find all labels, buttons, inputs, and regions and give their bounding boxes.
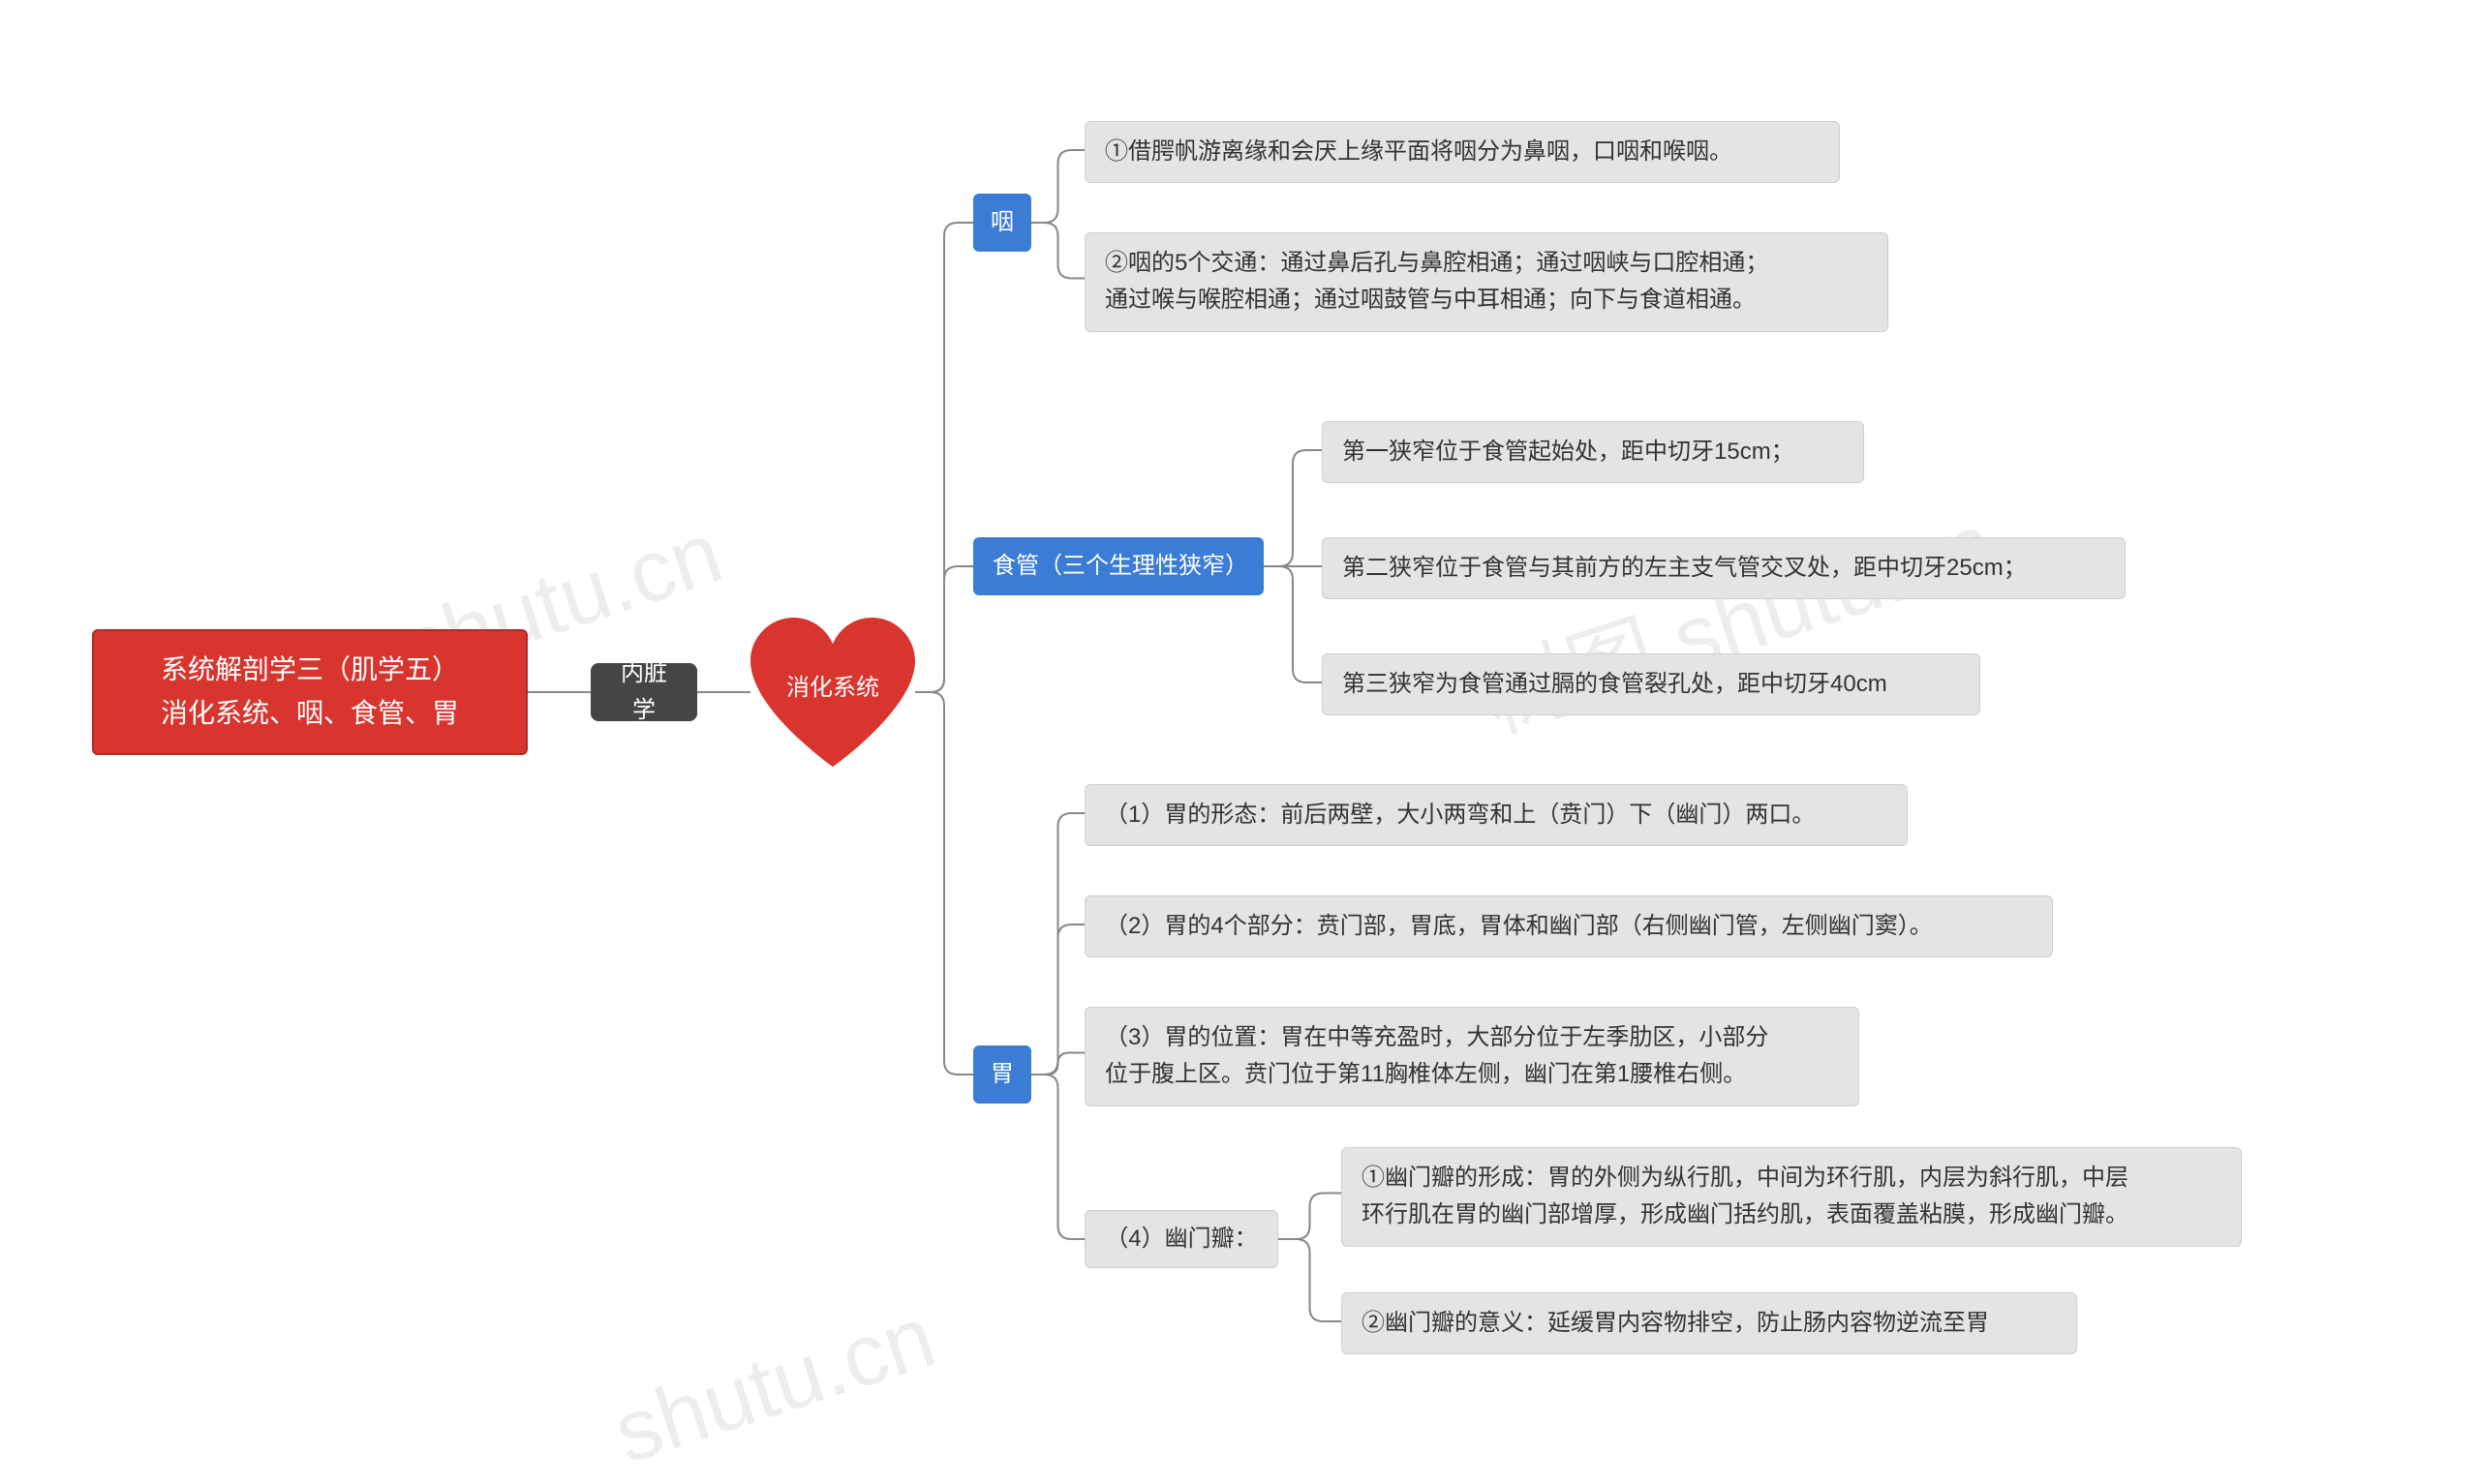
- branch-neizhangxue: 内脏学: [591, 663, 697, 721]
- branch-yan: 咽: [973, 194, 1031, 252]
- leaf-text: 第二狭窄位于食管与其前方的左主支气管交叉处，距中切牙25cm；: [1342, 550, 2027, 587]
- leaf-shiguan-2: 第二狭窄位于食管与其前方的左主支气管交叉处，距中切牙25cm；: [1322, 537, 2126, 599]
- leaf-text: ②咽的5个交通：通过鼻后孔与鼻腔相通；通过咽峡与口腔相通； 通过喉与喉腔相通；通…: [1105, 245, 1768, 319]
- watermark: shutu.cn: [602, 1287, 946, 1484]
- branch-label: 食管（三个生理性狭窄）: [993, 548, 1244, 585]
- leaf-wei-4-1: ①幽门瓣的形成：胃的外侧为纵行肌，中间为环行肌，内层为斜行肌，中层 环行肌在胃的…: [1341, 1147, 2242, 1247]
- leaf-wei-4-2: ②幽门瓣的意义：延缓胃内容物排空，防止肠内容物逆流至胃: [1341, 1292, 2077, 1354]
- leaf-yan-1: ①借腭帆游离缘和会厌上缘平面将咽分为鼻咽，口咽和喉咽。: [1085, 121, 1840, 183]
- leaf-wei-1: （1）胃的形态：前后两壁，大小两弯和上（贲门）下（幽门）两口。: [1085, 784, 1908, 846]
- root-label: 系统解剖学三（肌学五） 消化系统、咽、食管、胃: [161, 649, 459, 736]
- leaf-shiguan-1: 第一狭窄位于食管起始处，距中切牙15cm；: [1322, 421, 1864, 483]
- leaf-wei-4: （4）幽门瓣：: [1085, 1210, 1278, 1268]
- leaf-text: ①借腭帆游离缘和会厌上缘平面将咽分为鼻咽，口咽和喉咽。: [1105, 134, 1732, 170]
- leaf-text: （2）胃的4个部分：贲门部，胃底，胃体和幽门部（右侧幽门管，左侧幽门窦）。: [1105, 908, 1933, 945]
- branch-wei: 胃: [973, 1045, 1031, 1104]
- leaf-text: （4）幽门瓣：: [1105, 1221, 1257, 1257]
- leaf-text: ②幽门瓣的意义：延缓胃内容物排空，防止肠内容物逆流至胃: [1362, 1305, 1989, 1342]
- leaf-wei-2: （2）胃的4个部分：贲门部，胃底，胃体和幽门部（右侧幽门管，左侧幽门窦）。: [1085, 895, 2053, 957]
- leaf-text: 第一狭窄位于食管起始处，距中切牙15cm；: [1342, 434, 1794, 470]
- leaf-text: 第三狭窄为食管通过膈的食管裂孔处，距中切牙40cm: [1342, 666, 1887, 703]
- leaf-shiguan-3: 第三狭窄为食管通过膈的食管裂孔处，距中切牙40cm: [1322, 653, 1980, 715]
- branch-label: 胃: [991, 1056, 1014, 1093]
- branch-label: 内脏学: [610, 655, 678, 730]
- leaf-text: （1）胃的形态：前后两壁，大小两弯和上（贲门）下（幽门）两口。: [1105, 797, 1815, 833]
- leaf-text: ①幽门瓣的形成：胃的外侧为纵行肌，中间为环行肌，内层为斜行肌，中层 环行肌在胃的…: [1362, 1160, 2128, 1234]
- heart-label: 消化系统: [786, 668, 879, 702]
- leaf-text: （3）胃的位置：胃在中等充盈时，大部分位于左季肋区，小部分 位于腹上区。贲门位于…: [1105, 1019, 1768, 1094]
- branch-label: 咽: [991, 204, 1014, 241]
- heart-node: 消化系统: [750, 615, 915, 770]
- leaf-yan-2: ②咽的5个交通：通过鼻后孔与鼻腔相通；通过咽峡与口腔相通； 通过喉与喉腔相通；通…: [1085, 232, 1888, 332]
- root-node: 系统解剖学三（肌学五） 消化系统、咽、食管、胃: [92, 629, 528, 755]
- branch-shiguan: 食管（三个生理性狭窄）: [973, 537, 1264, 595]
- leaf-wei-3: （3）胃的位置：胃在中等充盈时，大部分位于左季肋区，小部分 位于腹上区。贲门位于…: [1085, 1007, 1859, 1106]
